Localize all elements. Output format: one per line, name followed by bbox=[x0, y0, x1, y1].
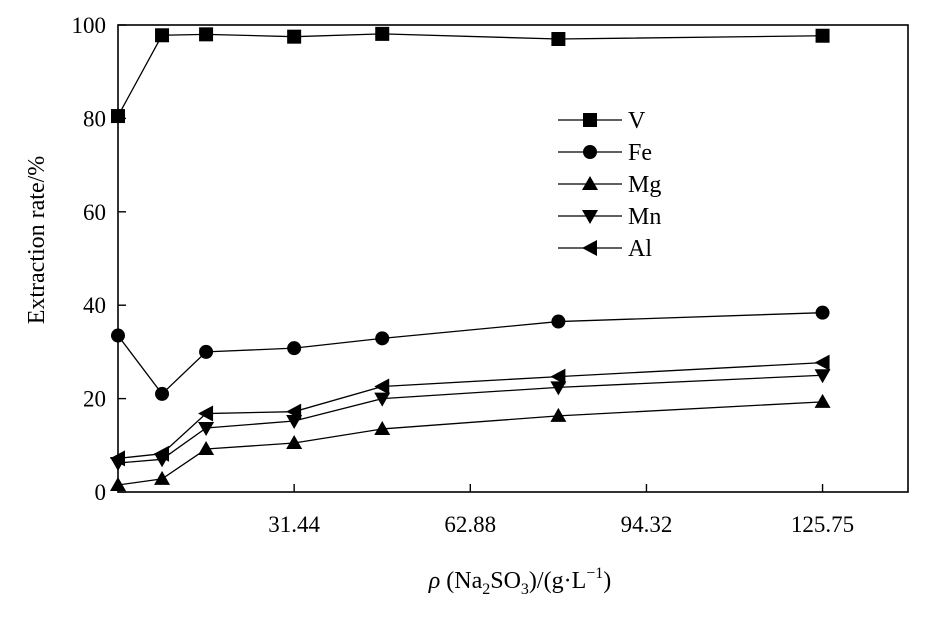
y-tick-label: 80 bbox=[83, 106, 106, 131]
series-mg bbox=[110, 393, 831, 491]
data-point-v bbox=[111, 109, 125, 124]
data-point-v bbox=[199, 27, 214, 42]
data-point-mn bbox=[286, 415, 303, 430]
series-v bbox=[111, 26, 830, 124]
series-line-al bbox=[117, 361, 823, 460]
legend-marker-mg bbox=[582, 176, 598, 190]
data-point-fe bbox=[155, 386, 170, 401]
x-axis-title-tail: )/(g·L bbox=[529, 568, 586, 594]
y-tick-label: 100 bbox=[72, 13, 107, 38]
legend: V Fe Mg Mn Al bbox=[558, 108, 661, 262]
legend-label-mg: Mg bbox=[628, 172, 661, 198]
series-mn bbox=[110, 369, 831, 472]
series-line-mg bbox=[117, 401, 823, 486]
data-point-al bbox=[110, 450, 125, 467]
x-axis-title-close: ) bbox=[603, 568, 611, 594]
data-point-al bbox=[374, 378, 390, 395]
plot-area-border bbox=[117, 24, 909, 493]
data-point-mg bbox=[198, 441, 215, 456]
x-axis-title-sub2: 3 bbox=[521, 581, 529, 598]
legend-marker-mn bbox=[582, 210, 598, 224]
data-point-v bbox=[375, 26, 390, 41]
data-point-fe bbox=[287, 341, 302, 356]
data-point-fe bbox=[375, 331, 390, 346]
data-point-mn bbox=[814, 369, 831, 384]
data-point-fe bbox=[815, 305, 830, 320]
data-point-al bbox=[286, 403, 302, 420]
data-point-fe bbox=[551, 314, 566, 329]
data-point-al bbox=[198, 405, 214, 422]
legend-label-fe: Fe bbox=[628, 140, 652, 166]
y-tick-label: 40 bbox=[83, 293, 106, 318]
data-point-al bbox=[814, 354, 830, 371]
data-point-mg bbox=[814, 393, 831, 408]
x-axis-title-open: (Na bbox=[440, 568, 482, 594]
data-point-mn bbox=[374, 392, 391, 407]
series-layer bbox=[110, 26, 831, 491]
axis-ticks: 0 20 40 60 80 100 31.44 62.88 94.32 125.75 bbox=[72, 13, 855, 537]
legend-marker-fe bbox=[583, 145, 597, 159]
x-tick-label: 31.44 bbox=[268, 512, 320, 537]
data-point-mg bbox=[110, 476, 126, 491]
data-point-mg bbox=[154, 470, 171, 485]
x-axis-title-sup: −1 bbox=[586, 565, 603, 582]
x-axis-title-mid: SO bbox=[490, 568, 521, 594]
data-point-mn bbox=[198, 422, 215, 437]
data-point-v bbox=[155, 28, 170, 43]
data-point-v bbox=[815, 28, 830, 43]
x-axis-title-rho: ρ bbox=[428, 568, 441, 594]
data-point-v bbox=[287, 29, 302, 44]
series-al bbox=[110, 354, 830, 467]
data-point-v bbox=[551, 32, 566, 47]
series-line-mn bbox=[117, 374, 823, 464]
x-tick-label: 94.32 bbox=[621, 512, 673, 537]
x-tick-label: 125.75 bbox=[791, 512, 854, 537]
legend-label-v: V bbox=[628, 108, 646, 134]
legend-marker-v bbox=[583, 113, 597, 127]
y-tick-label: 60 bbox=[83, 200, 106, 225]
x-axis-title-sub1: 2 bbox=[482, 581, 490, 598]
data-point-mg bbox=[286, 434, 303, 449]
x-tick-label: 62.88 bbox=[444, 512, 496, 537]
series-line-v bbox=[117, 33, 823, 117]
data-point-al bbox=[550, 368, 566, 385]
data-point-fe bbox=[199, 344, 214, 359]
series-fe bbox=[111, 305, 830, 401]
y-tick-label: 0 bbox=[95, 480, 107, 505]
data-point-fe bbox=[111, 328, 125, 343]
legend-label-mn: Mn bbox=[628, 204, 661, 230]
y-axis-title: Extraction rate/% bbox=[24, 156, 50, 325]
data-point-mn bbox=[550, 381, 567, 396]
legend-label-al: Al bbox=[628, 236, 652, 262]
legend-marker-al bbox=[582, 240, 597, 256]
y-tick-label: 20 bbox=[83, 387, 106, 412]
data-point-mg bbox=[550, 407, 567, 422]
x-axis-title: ρ (Na2SO3)/(g·L−1) bbox=[428, 565, 612, 598]
plot-frame bbox=[117, 24, 909, 493]
data-point-mg bbox=[374, 420, 391, 435]
data-point-al bbox=[154, 445, 170, 462]
